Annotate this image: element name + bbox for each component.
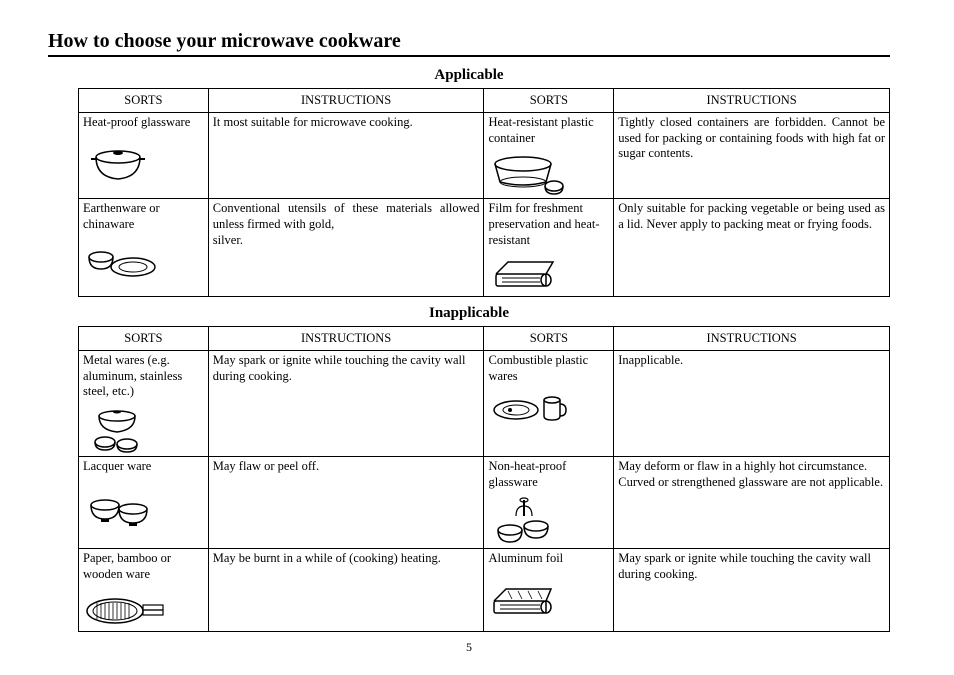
foil-roll-icon — [488, 577, 609, 621]
instructions-text: May spark or ignite while touching the c… — [213, 353, 480, 384]
instructions-text: Tightly closed containers are forbidden.… — [618, 115, 885, 162]
sorts-text: Combustible plastic wares — [488, 353, 609, 384]
bowls-plate-icon — [83, 235, 204, 283]
instructions-text: Only suitable for packing vegetable or b… — [618, 201, 885, 232]
bamboo-tray-icon — [83, 585, 204, 629]
instructions-text: Conventional utensils of these materials… — [213, 201, 480, 248]
container-icon — [488, 148, 609, 196]
film-roll-icon — [488, 250, 609, 294]
lacquer-bowls-icon — [83, 487, 204, 529]
table-row: Paper, bamboo or wooden ware May be burnt… — [79, 549, 890, 631]
section-heading: Applicable — [48, 67, 890, 84]
sorts-text: Metal wares (e.g. aluminum, stainless st… — [83, 353, 204, 400]
sorts-text: Lacquer ware — [83, 459, 204, 475]
document-page: How to choose your microwave cookware Ap… — [0, 0, 954, 655]
column-header: INSTRUCTIONS — [208, 327, 484, 351]
glassware-icon — [488, 492, 609, 546]
column-header: SORTS — [484, 327, 614, 351]
pot-icon — [83, 141, 204, 185]
section-heading: Inapplicable — [48, 305, 890, 322]
column-header: INSTRUCTIONS — [614, 89, 890, 113]
column-header: INSTRUCTIONS — [208, 89, 484, 113]
instructions-text: May flaw or peel off. — [213, 459, 480, 475]
sorts-text: Film for freshment preservation and heat… — [488, 201, 609, 248]
metal-pot-icon — [83, 402, 204, 454]
instructions-text: May spark or ignite while touching the c… — [618, 551, 885, 582]
column-header: INSTRUCTIONS — [614, 327, 890, 351]
sorts-text: Paper, bamboo or wooden ware — [83, 551, 204, 582]
column-header: SORTS — [79, 89, 209, 113]
instructions-text: It most suitable for microwave cooking. — [213, 115, 480, 131]
table-row: Heat-proof glassware It most suitable for… — [79, 113, 890, 199]
instructions-text: Inapplicable. — [618, 353, 885, 369]
table-row: Earthenware or chinaware Conventional ute… — [79, 199, 890, 297]
sorts-text: Heat-resistant plastic container — [488, 115, 609, 146]
column-header: SORTS — [79, 327, 209, 351]
cookware-table: SORTSINSTRUCTIONSSORTSINSTRUCTIONSMetal … — [78, 326, 890, 631]
instructions-text: May deform or flaw in a highly hot circu… — [618, 459, 885, 490]
plate-cup-icon — [488, 386, 609, 426]
table-row: Lacquer ware May flaw or peel off. Non-hea… — [79, 457, 890, 549]
sorts-text: Non-heat-proof glassware — [488, 459, 609, 490]
column-header: SORTS — [484, 89, 614, 113]
sorts-text: Earthenware or chinaware — [83, 201, 204, 232]
cookware-table: SORTSINSTRUCTIONSSORTSINSTRUCTIONSHeat-p… — [78, 88, 890, 297]
sorts-text: Heat-proof glassware — [83, 115, 204, 131]
instructions-text: May be burnt in a while of (cooking) hea… — [213, 551, 480, 567]
page-title: How to choose your microwave cookware — [48, 30, 890, 57]
page-number: 5 — [48, 640, 890, 655]
table-row: Metal wares (e.g. aluminum, stainless st… — [79, 351, 890, 457]
sorts-text: Aluminum foil — [488, 551, 609, 567]
